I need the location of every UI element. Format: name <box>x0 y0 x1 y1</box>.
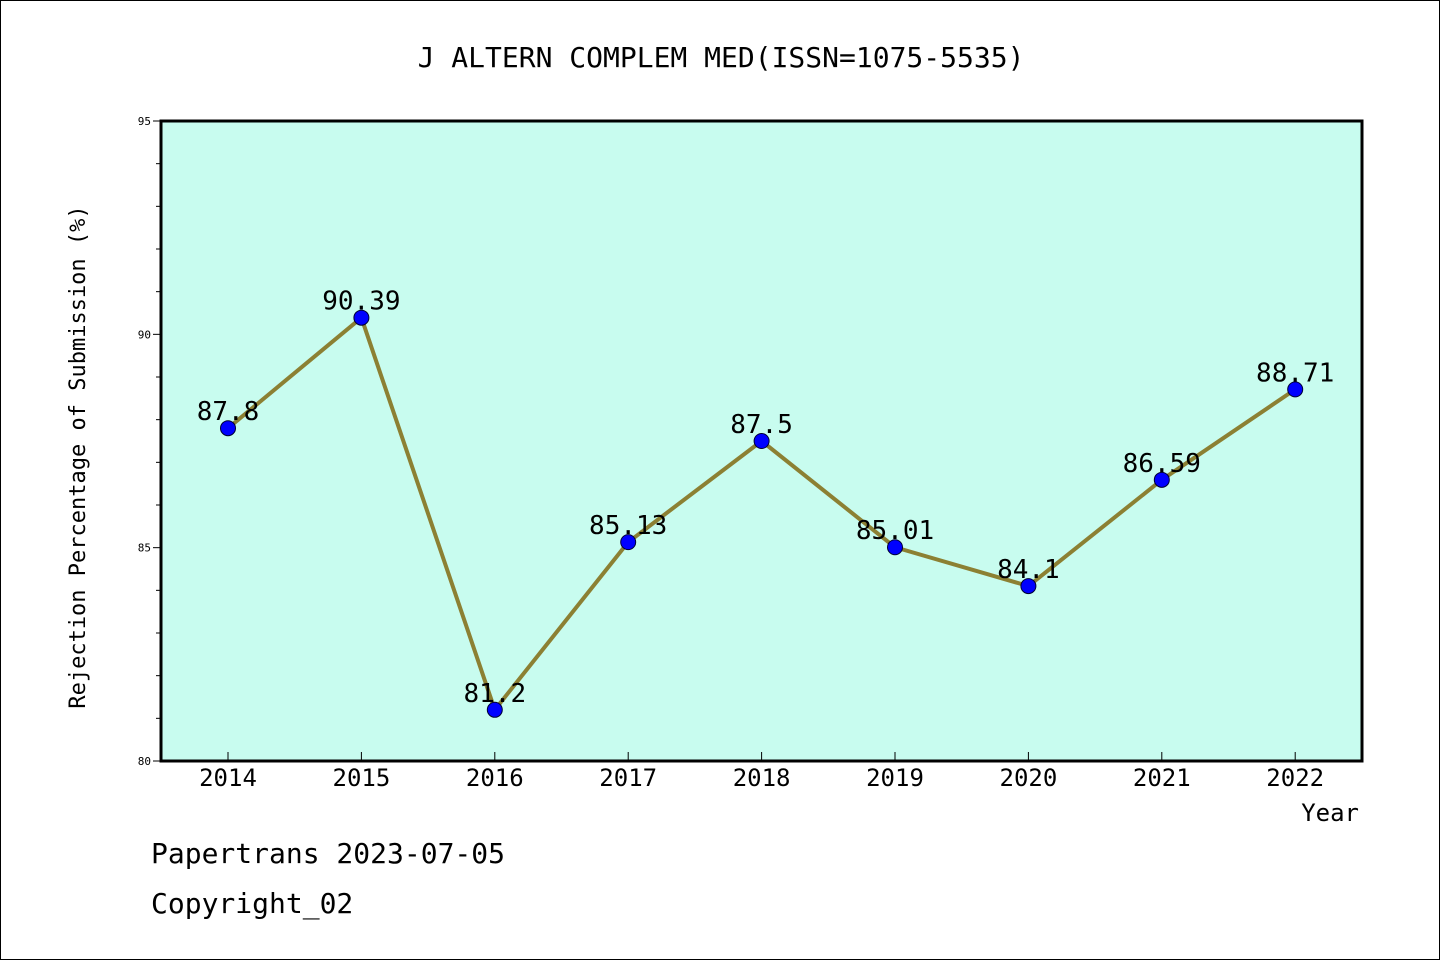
data-point <box>1153 471 1170 488</box>
x-tick-label: 2016 <box>466 764 524 792</box>
data-point <box>1287 381 1304 398</box>
data-labels: 87.8 90.39 81.2 85.13 87.5 85.01 84.1 86.59 88.7… <box>197 287 1335 709</box>
data-label: 87.8 <box>197 397 260 427</box>
x-tick-label: 2020 <box>1000 764 1058 792</box>
y-axis-ticks: 80 85 90 95 <box>138 115 161 768</box>
chart-title: J ALTERN COMPLEM MED(ISSN=1075-5535) <box>418 41 1025 74</box>
y-axis-label: Rejection Percentage of Submission (%) <box>66 205 91 708</box>
y-tick-label: 95 <box>138 115 151 128</box>
data-label: 85.13 <box>589 511 667 541</box>
y-tick-label: 90 <box>138 328 151 341</box>
x-axis-ticks: 2014 2015 2016 2017 2018 2019 2020 2021 2022 <box>199 752 1324 792</box>
data-point <box>620 534 637 551</box>
data-point <box>1020 578 1037 595</box>
data-label: 88.71 <box>1256 358 1334 388</box>
footer-date: Papertrans 2023-07-05 <box>151 837 506 870</box>
x-tick-label: 2014 <box>199 764 257 792</box>
x-tick-label: 2021 <box>1133 764 1191 792</box>
footer-copyright: Copyright_02 <box>151 887 354 920</box>
series-markers <box>220 309 1304 718</box>
y-tick-label: 85 <box>138 542 151 555</box>
data-point <box>753 433 770 449</box>
data-point <box>486 701 503 718</box>
x-tick-label: 2018 <box>733 764 791 792</box>
data-label: 81.2 <box>463 679 526 709</box>
x-tick-label: 2022 <box>1266 764 1324 792</box>
data-point <box>220 420 236 437</box>
data-label: 84.1 <box>997 555 1060 585</box>
data-point <box>353 309 370 326</box>
x-tick-label: 2015 <box>333 764 391 792</box>
data-label: 90.39 <box>322 287 400 317</box>
plot-border <box>159 119 1364 763</box>
data-label: 87.5 <box>730 410 793 440</box>
y-tick-label: 80 <box>138 755 151 768</box>
data-point <box>887 539 903 556</box>
data-label: 86.59 <box>1123 449 1201 479</box>
x-tick-label: 2017 <box>599 764 657 792</box>
x-axis-label: Year <box>1301 799 1359 827</box>
x-tick-label: 2019 <box>866 764 924 792</box>
data-label: 85.01 <box>856 516 934 546</box>
